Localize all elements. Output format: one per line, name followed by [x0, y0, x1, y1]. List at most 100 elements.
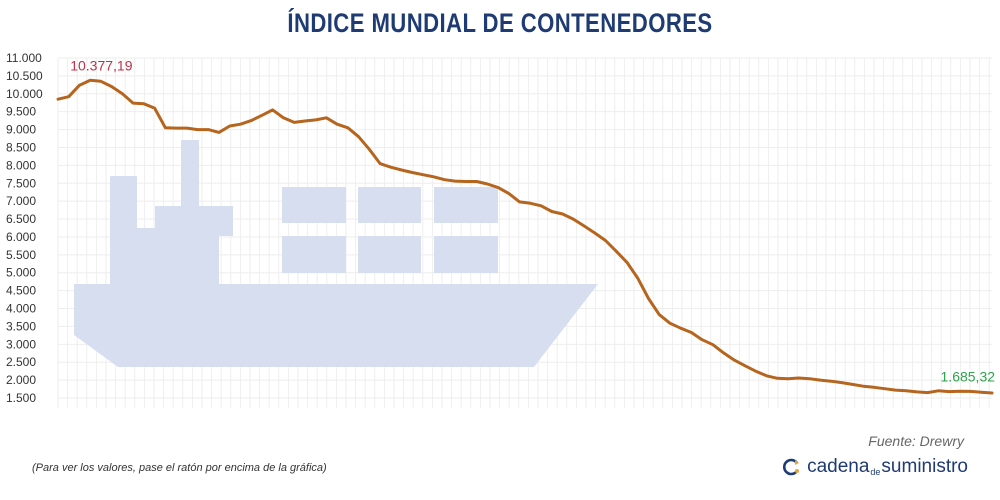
- data-point[interactable]: [913, 388, 921, 396]
- data-point[interactable]: [569, 215, 577, 223]
- max-value-label: 10.377,19: [70, 57, 132, 73]
- data-point[interactable]: [612, 247, 620, 255]
- data-point[interactable]: [161, 124, 169, 132]
- data-point[interactable]: [795, 374, 803, 382]
- data-point[interactable]: [451, 177, 459, 185]
- y-tick-label: 3.500: [6, 319, 36, 333]
- data-point[interactable]: [644, 295, 652, 303]
- data-point[interactable]: [279, 114, 287, 122]
- y-tick-label: 1.500: [6, 391, 36, 405]
- data-point[interactable]: [344, 124, 352, 132]
- y-tick-label: 10.000: [6, 87, 43, 101]
- data-point[interactable]: [634, 274, 642, 282]
- y-tick-label: 5.000: [6, 266, 36, 280]
- data-point[interactable]: [419, 171, 427, 179]
- data-point[interactable]: [194, 126, 202, 134]
- data-point[interactable]: [752, 367, 760, 375]
- data-point[interactable]: [172, 124, 180, 132]
- data-point[interactable]: [666, 319, 674, 327]
- data-point[interactable]: [623, 258, 631, 266]
- data-point[interactable]: [516, 198, 524, 206]
- data-point[interactable]: [677, 324, 685, 332]
- data-point[interactable]: [591, 229, 599, 237]
- data-point[interactable]: [934, 387, 942, 395]
- data-point[interactable]: [548, 208, 556, 216]
- y-tick-label: 10.500: [6, 69, 43, 83]
- data-point[interactable]: [870, 383, 878, 391]
- data-point[interactable]: [741, 362, 749, 370]
- data-point[interactable]: [687, 329, 695, 337]
- data-point[interactable]: [118, 90, 126, 98]
- data-point[interactable]: [967, 387, 975, 395]
- data-point[interactable]: [956, 387, 964, 395]
- data-point[interactable]: [215, 128, 223, 136]
- data-point[interactable]: [988, 389, 996, 397]
- data-point[interactable]: [945, 388, 953, 396]
- data-point[interactable]: [730, 356, 738, 364]
- data-point[interactable]: [183, 124, 191, 132]
- data-point[interactable]: [290, 118, 298, 126]
- brand-logo-icon: [783, 458, 800, 476]
- data-point[interactable]: [387, 163, 395, 171]
- data-point[interactable]: [440, 176, 448, 184]
- data-point[interactable]: [805, 375, 813, 383]
- data-point[interactable]: [827, 377, 835, 385]
- data-point[interactable]: [151, 104, 159, 112]
- data-point[interactable]: [129, 99, 137, 107]
- data-point[interactable]: [784, 375, 792, 383]
- ship-silhouette: [74, 140, 598, 367]
- data-point[interactable]: [838, 379, 846, 387]
- data-point[interactable]: [365, 145, 373, 153]
- data-point[interactable]: [720, 349, 728, 357]
- data-point[interactable]: [97, 77, 105, 85]
- data-point[interactable]: [237, 120, 245, 128]
- data-point[interactable]: [54, 95, 62, 103]
- data-point[interactable]: [322, 114, 330, 122]
- data-point[interactable]: [75, 81, 83, 89]
- series-line[interactable]: [56, 78, 994, 395]
- data-point[interactable]: [494, 184, 502, 192]
- data-point[interactable]: [505, 190, 513, 198]
- data-point[interactable]: [816, 376, 824, 384]
- data-point[interactable]: [859, 382, 867, 390]
- data-point[interactable]: [65, 93, 73, 101]
- data-point[interactable]: [430, 173, 438, 181]
- data-point[interactable]: [537, 202, 545, 210]
- data-point[interactable]: [226, 122, 234, 130]
- data-point[interactable]: [247, 117, 255, 125]
- data-point[interactable]: [848, 380, 856, 388]
- data-point[interactable]: [977, 388, 985, 396]
- data-point[interactable]: [655, 311, 663, 319]
- data-point[interactable]: [902, 387, 910, 395]
- data-point[interactable]: [483, 180, 491, 188]
- data-point[interactable]: [376, 160, 384, 168]
- data-point[interactable]: [773, 374, 781, 382]
- data-point[interactable]: [881, 385, 889, 393]
- data-point[interactable]: [924, 389, 932, 397]
- ship-cabin-low: [136, 228, 156, 284]
- data-point[interactable]: [462, 177, 470, 185]
- data-point[interactable]: [891, 386, 899, 394]
- y-tick-label: 7.500: [6, 176, 36, 190]
- data-point[interactable]: [301, 117, 309, 125]
- data-point[interactable]: [559, 210, 567, 218]
- data-point[interactable]: [408, 169, 416, 177]
- data-point[interactable]: [312, 116, 320, 124]
- data-point[interactable]: [698, 336, 706, 344]
- data-point[interactable]: [86, 76, 94, 84]
- data-point[interactable]: [473, 177, 481, 185]
- data-point[interactable]: [108, 83, 116, 91]
- data-point[interactable]: [258, 111, 266, 119]
- data-point[interactable]: [355, 133, 363, 141]
- data-point[interactable]: [763, 372, 771, 380]
- data-point[interactable]: [269, 106, 277, 114]
- data-point[interactable]: [580, 222, 588, 230]
- data-point[interactable]: [333, 120, 341, 128]
- data-point[interactable]: [602, 237, 610, 245]
- data-point[interactable]: [526, 199, 534, 207]
- data-point[interactable]: [204, 126, 212, 134]
- data-point[interactable]: [140, 100, 148, 108]
- data-point[interactable]: [398, 166, 406, 174]
- data-point[interactable]: [709, 341, 717, 349]
